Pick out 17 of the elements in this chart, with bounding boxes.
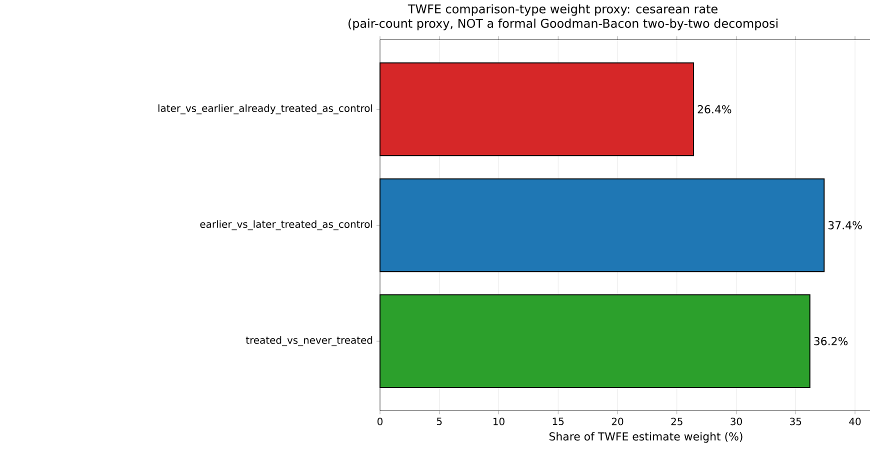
- x-axis-title: Share of TWFE estimate weight (%): [549, 432, 742, 443]
- x-tick-label: 25: [671, 418, 682, 426]
- chart-title: TWFE comparison-type weight proxy: cesarean rate (pair-count proxy, NOT a formal Goodman-Bacon two-by-two decomposi: [348, 4, 778, 30]
- x-tick-label: 40: [849, 418, 861, 426]
- data-label: 36.2%: [814, 337, 848, 346]
- x-tick-label: 0: [377, 418, 383, 426]
- x-tick-label: 30: [730, 418, 742, 426]
- data-label: 26.4%: [698, 105, 732, 114]
- x-tick-label: 10: [494, 418, 504, 426]
- y-tick-label: earlier_vs_later_treated_as_control: [200, 220, 372, 230]
- x-tick-label: 5: [436, 418, 442, 426]
- y-tick-label: later_vs_earlier_already_treated_as_control: [158, 104, 372, 114]
- x-tick-label: 15: [552, 418, 564, 426]
- y-tick-label: treated_vs_never_treated: [246, 336, 372, 346]
- data-label: 37.4%: [828, 221, 862, 230]
- x-tick-label: 20: [612, 418, 624, 426]
- x-tick-label: 35: [790, 418, 802, 426]
